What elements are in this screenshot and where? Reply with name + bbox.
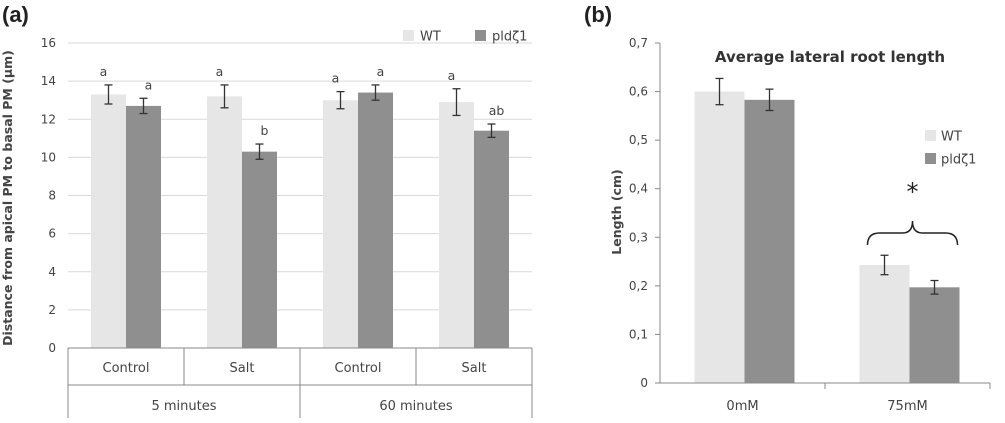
legend-swatch <box>475 30 486 41</box>
significance-letter: b <box>261 123 269 138</box>
panel-b-label: (b) <box>584 2 612 27</box>
significance-star: * <box>907 178 919 206</box>
y-tick-label: 0,7 <box>629 36 648 50</box>
category-label: Salt <box>462 361 487 376</box>
y-tick-label: 0 <box>48 341 56 355</box>
chart-b-legend: WT pldζ1 <box>925 130 976 168</box>
chart-b-title: Average lateral root length <box>715 48 945 66</box>
y-tick-label: 0 <box>640 376 648 390</box>
bar-pldz1 <box>744 99 795 383</box>
group-label: 5 minutes <box>151 399 216 414</box>
bar-wt <box>323 100 358 348</box>
y-tick-label: 10 <box>41 150 56 164</box>
significance-letter: a <box>100 64 108 79</box>
y-tick-label: 8 <box>48 189 56 203</box>
bar-wt <box>859 264 910 383</box>
group-label: 60 minutes <box>379 399 453 414</box>
category-label: 0mM <box>726 399 758 414</box>
legend-label: WT <box>941 130 962 145</box>
significance-letter: ab <box>489 103 505 118</box>
y-tick-label: 4 <box>48 265 56 279</box>
bar-wt <box>439 102 474 348</box>
y-tick-label: 0,1 <box>629 327 648 341</box>
category-label: Control <box>335 361 382 376</box>
significance-letter: a <box>145 77 153 92</box>
legend-swatch <box>403 30 414 41</box>
legend-label: WT <box>420 30 441 45</box>
legend-swatch <box>925 153 936 164</box>
significance-brace <box>866 220 959 246</box>
y-tick-label: 0,5 <box>629 133 648 147</box>
chart-b-y-axis-label: Length (cm) <box>609 169 624 254</box>
bar-pldz1 <box>126 105 161 348</box>
panel-a-label: (a) <box>2 2 29 27</box>
bar-pldz1 <box>242 151 277 348</box>
bar-wt <box>694 91 745 384</box>
chart-a-y-ticks: 0 2 4 6 8 10 12 14 16 <box>41 36 56 355</box>
bar-wt <box>207 96 242 348</box>
y-tick-label: 0,2 <box>629 279 648 293</box>
category-label: 75mM <box>887 399 927 414</box>
chart-b-y-ticks: 0 0,1 0,2 0,3 0,4 0,5 0,6 0,7 <box>629 36 648 390</box>
category-label: Salt <box>230 361 255 376</box>
chart-b: Average lateral root length 0 0,1 0,2 0,3 0,… <box>609 36 991 414</box>
chart-b-categories: 0mM 75mM <box>726 399 927 414</box>
legend-label: pldζ1 <box>941 153 976 168</box>
bar-pldz1 <box>909 287 960 383</box>
chart-b-bars <box>694 77 960 384</box>
bar-pldz1 <box>474 130 509 348</box>
y-tick-label: 14 <box>41 74 56 88</box>
significance-letter: a <box>448 68 456 83</box>
y-tick-label: 16 <box>41 36 56 50</box>
significance-letter: a <box>216 64 224 79</box>
category-label: Control <box>103 361 150 376</box>
y-tick-label: 12 <box>41 112 56 126</box>
legend-swatch <box>925 130 936 141</box>
bar-wt <box>91 94 126 348</box>
chart-a-y-axis-label: Distance from apical PM to basal PM (μm) <box>0 50 15 346</box>
chart-a-categories: Control Salt Control Salt 5 minutes 60 minute… <box>67 348 533 418</box>
y-tick-label: 2 <box>48 303 56 317</box>
chart-b-significance: * <box>866 178 959 246</box>
chart-b-axes <box>655 42 991 389</box>
y-tick-label: 0,3 <box>629 230 648 244</box>
legend-label: pldζ1 <box>492 30 527 45</box>
significance-letter: a <box>332 71 340 86</box>
chart-a-legend: WT pldζ1 <box>403 30 527 45</box>
significance-letter: a <box>377 64 385 79</box>
y-tick-label: 6 <box>48 227 56 241</box>
y-tick-label: 0,6 <box>629 85 648 99</box>
y-tick-label: 0,4 <box>629 182 648 196</box>
bar-pldz1 <box>358 92 393 348</box>
